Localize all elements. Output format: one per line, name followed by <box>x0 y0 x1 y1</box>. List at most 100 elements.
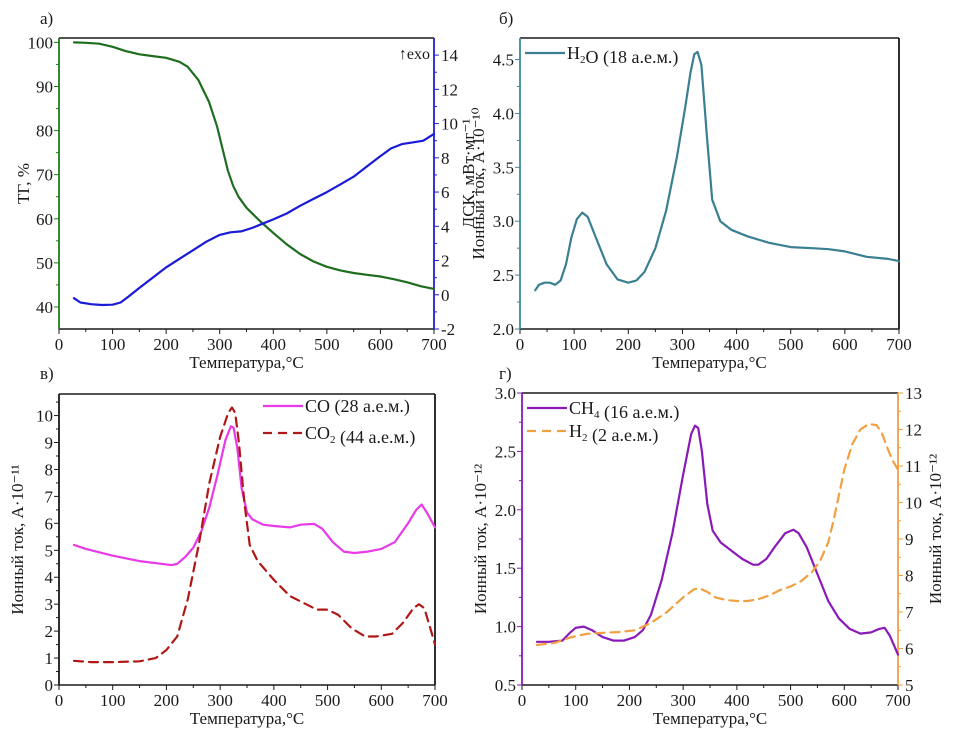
y2-axis-label: ДСК, мВт·мг⁻¹ <box>459 119 478 229</box>
y-tick-label: 4.5 <box>493 51 514 70</box>
y2-tick-label: 12 <box>905 421 922 440</box>
legend-label: H2 (2 а.е.м.) <box>569 421 658 446</box>
y2-tick-label: 13 <box>905 384 922 403</box>
y-tick-label: 90 <box>36 78 53 97</box>
x-tick-label: 500 <box>778 691 804 710</box>
x-tick-label: 300 <box>207 691 233 710</box>
x-tick-label: 400 <box>261 691 287 710</box>
y-axis-label: ТГ, % <box>14 163 33 204</box>
y-tick-label: 100 <box>28 33 54 52</box>
x-axis-label: Температура,°C <box>652 353 766 372</box>
y-tick-label: 8 <box>45 460 54 479</box>
y2-tick-label: 0 <box>441 286 450 305</box>
y-axis-label: Ионный ток, А·10⁻¹² <box>471 464 490 614</box>
y2-axis-label: Ионный ток, А·10⁻¹² <box>926 454 945 604</box>
panel-v-co-co2: в) 0 100 200 300 400 500 600 700 Температура,°C 0… <box>8 364 448 728</box>
series-line-h2o <box>534 50 901 292</box>
y-tick-label: 2.5 <box>493 266 514 285</box>
series-line-co <box>72 425 437 567</box>
x-tick-label: 0 <box>518 691 527 710</box>
x-tick-label: 500 <box>315 691 341 710</box>
x-tick-label: 100 <box>100 691 126 710</box>
x-tick-label: 300 <box>670 335 696 354</box>
y2-tick-label: 9 <box>905 530 914 549</box>
x-tick-label: 400 <box>261 335 287 354</box>
y-tick-label: 0.5 <box>495 676 516 695</box>
y2-tick-label: 8 <box>441 149 450 168</box>
y-tick-label: 3 <box>45 595 54 614</box>
series-line-дск <box>72 132 436 307</box>
y-tick-label: 10 <box>36 407 53 426</box>
x-tick-label: 100 <box>561 335 587 354</box>
y2-tick-label: 4 <box>441 217 450 236</box>
y-tick-label: 1 <box>45 649 54 668</box>
x-tick-label: 200 <box>154 691 180 710</box>
x-tick-label: 400 <box>724 691 750 710</box>
y-axis-label: Ионный ток, А·10⁻¹⁰ <box>469 107 488 259</box>
y2-tick-label: -2 <box>441 320 455 339</box>
x-tick-label: 100 <box>563 691 589 710</box>
series-line-тг <box>72 41 436 290</box>
x-tick-label: 700 <box>422 691 448 710</box>
panel-a-tg-dsc: а) ↑exo 0 100 200 300 400 500 600 700Температур… <box>14 9 478 372</box>
x-tick-label: 300 <box>207 335 233 354</box>
x-tick-label: 0 <box>55 335 64 354</box>
x-tick-label: 700 <box>886 335 912 354</box>
y2-tick-label: 6 <box>905 640 914 659</box>
y2-tick-label: 8 <box>905 567 914 586</box>
x-tick-label: 700 <box>885 691 911 710</box>
y-tick-label: 5 <box>45 541 54 560</box>
y2-tick-label: 10 <box>905 494 922 513</box>
y-tick-label: 3.0 <box>493 212 514 231</box>
x-tick-label: 400 <box>724 335 750 354</box>
y-tick-label: 70 <box>36 166 53 185</box>
legend-label: CO2 (44 а.е.м.) <box>305 423 415 448</box>
y2-tick-label: 14 <box>441 46 459 65</box>
y-tick-label: 3.0 <box>495 384 516 403</box>
y-tick-label: 3.5 <box>493 158 514 177</box>
x-tick-label: 200 <box>617 691 643 710</box>
panel-label-g: г) <box>499 364 512 383</box>
y-tick-label: 60 <box>36 210 53 229</box>
y-tick-label: 9 <box>45 434 54 453</box>
panel-label-v: в) <box>40 364 54 383</box>
y-tick-label: 1.0 <box>495 618 516 637</box>
panel-b-h2o: б) 0 100 200 300 400 500 600 700 Температура,°C 2… <box>469 9 912 372</box>
y-tick-label: 4.0 <box>493 104 514 123</box>
legend-label: H2O (18 а.е.м.) <box>567 43 678 68</box>
y2-tick-label: 6 <box>441 183 450 202</box>
x-tick-label: 500 <box>778 335 804 354</box>
x-tick-label: 100 <box>100 335 126 354</box>
series-line-co2 <box>72 406 437 664</box>
y2-tick-label: 11 <box>905 457 921 476</box>
y-tick-label: 7 <box>45 487 54 506</box>
y-tick-label: 1.5 <box>495 559 516 578</box>
y-axis-label: Ионный ток, А·10⁻¹¹ <box>8 464 27 614</box>
panel-g-ch4-h2: г) 0 100 200 300 400 500 600 700 Температура,°C 0… <box>471 364 945 728</box>
series-line-ch4 <box>535 424 900 656</box>
x-tick-label: 200 <box>616 335 642 354</box>
y-tick-label: 50 <box>36 254 53 273</box>
y-tick-label: 0 <box>45 676 54 695</box>
y2-tick-label: 12 <box>441 80 458 99</box>
panel-label-b: б) <box>499 9 513 28</box>
y-tick-label: 40 <box>36 298 53 317</box>
y-tick-label: 2 <box>45 622 54 641</box>
y-tick-label: 4 <box>45 568 54 587</box>
x-tick-label: 200 <box>153 335 179 354</box>
legend-label: CH4 (16 а.е.м.) <box>569 398 679 423</box>
x-tick-label: 0 <box>516 335 525 354</box>
y-tick-label: 2.5 <box>495 442 516 461</box>
y-tick-label: 80 <box>36 122 53 141</box>
x-tick-label: 500 <box>314 335 340 354</box>
x-tick-label: 600 <box>832 691 858 710</box>
x-tick-label: 600 <box>368 335 394 354</box>
x-tick-label: 300 <box>670 691 696 710</box>
y2-tick-label: 10 <box>441 115 458 134</box>
y2-tick-label: 5 <box>905 676 914 695</box>
x-axis-label: Температура,°C <box>190 709 304 728</box>
y-tick-label: 2.0 <box>495 501 516 520</box>
x-axis-label: Температура,°C <box>189 353 303 372</box>
legend-label: CO (28 а.е.м.) <box>305 396 410 417</box>
